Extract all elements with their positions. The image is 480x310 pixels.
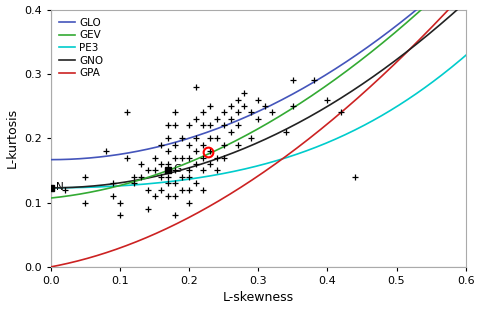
GPA [273, 162, 279, 166]
GEV [357, 59, 363, 63]
GLO [188, 136, 193, 140]
GNO [357, 84, 363, 87]
PE3 [318, 144, 324, 147]
GNO [218, 156, 224, 159]
GNO [48, 186, 54, 190]
PE3 [48, 186, 54, 190]
GEV [99, 188, 105, 192]
GEV [188, 160, 193, 164]
GPA [360, 92, 365, 96]
GPA [423, 31, 429, 35]
Text: N: N [57, 182, 64, 192]
GEV [318, 88, 324, 91]
X-axis label: L-skewness: L-skewness [223, 291, 294, 304]
GLO [357, 51, 363, 54]
GNO [360, 82, 365, 86]
Line: GEV: GEV [51, 0, 480, 198]
Line: GPA: GPA [51, 0, 478, 267]
Line: PE3: PE3 [51, 43, 480, 188]
Line: GNO: GNO [51, 0, 480, 188]
GPA [298, 143, 304, 147]
GEV [48, 196, 54, 200]
PE3 [357, 126, 363, 129]
GPA [140, 237, 145, 241]
GLO [218, 126, 224, 129]
GLO [99, 155, 105, 158]
GNO [318, 108, 324, 112]
GLO [318, 76, 324, 80]
GLO [48, 158, 54, 162]
GPA [229, 191, 235, 195]
GNO [188, 166, 193, 169]
GLO [360, 49, 365, 53]
PE3 [218, 172, 224, 176]
PE3 [99, 185, 105, 188]
GNO [99, 183, 105, 187]
Line: GLO: GLO [51, 0, 480, 160]
Y-axis label: L-kurtosis: L-kurtosis [6, 108, 19, 168]
Legend: GLO, GEV, PE3, GNO, GPA: GLO, GEV, PE3, GNO, GPA [56, 15, 106, 82]
PE3 [188, 177, 193, 181]
PE3 [360, 124, 365, 128]
GEV [360, 57, 365, 61]
Text: G: G [174, 164, 182, 174]
PE3 [477, 42, 480, 45]
GEV [218, 146, 224, 150]
GPA [48, 265, 54, 269]
